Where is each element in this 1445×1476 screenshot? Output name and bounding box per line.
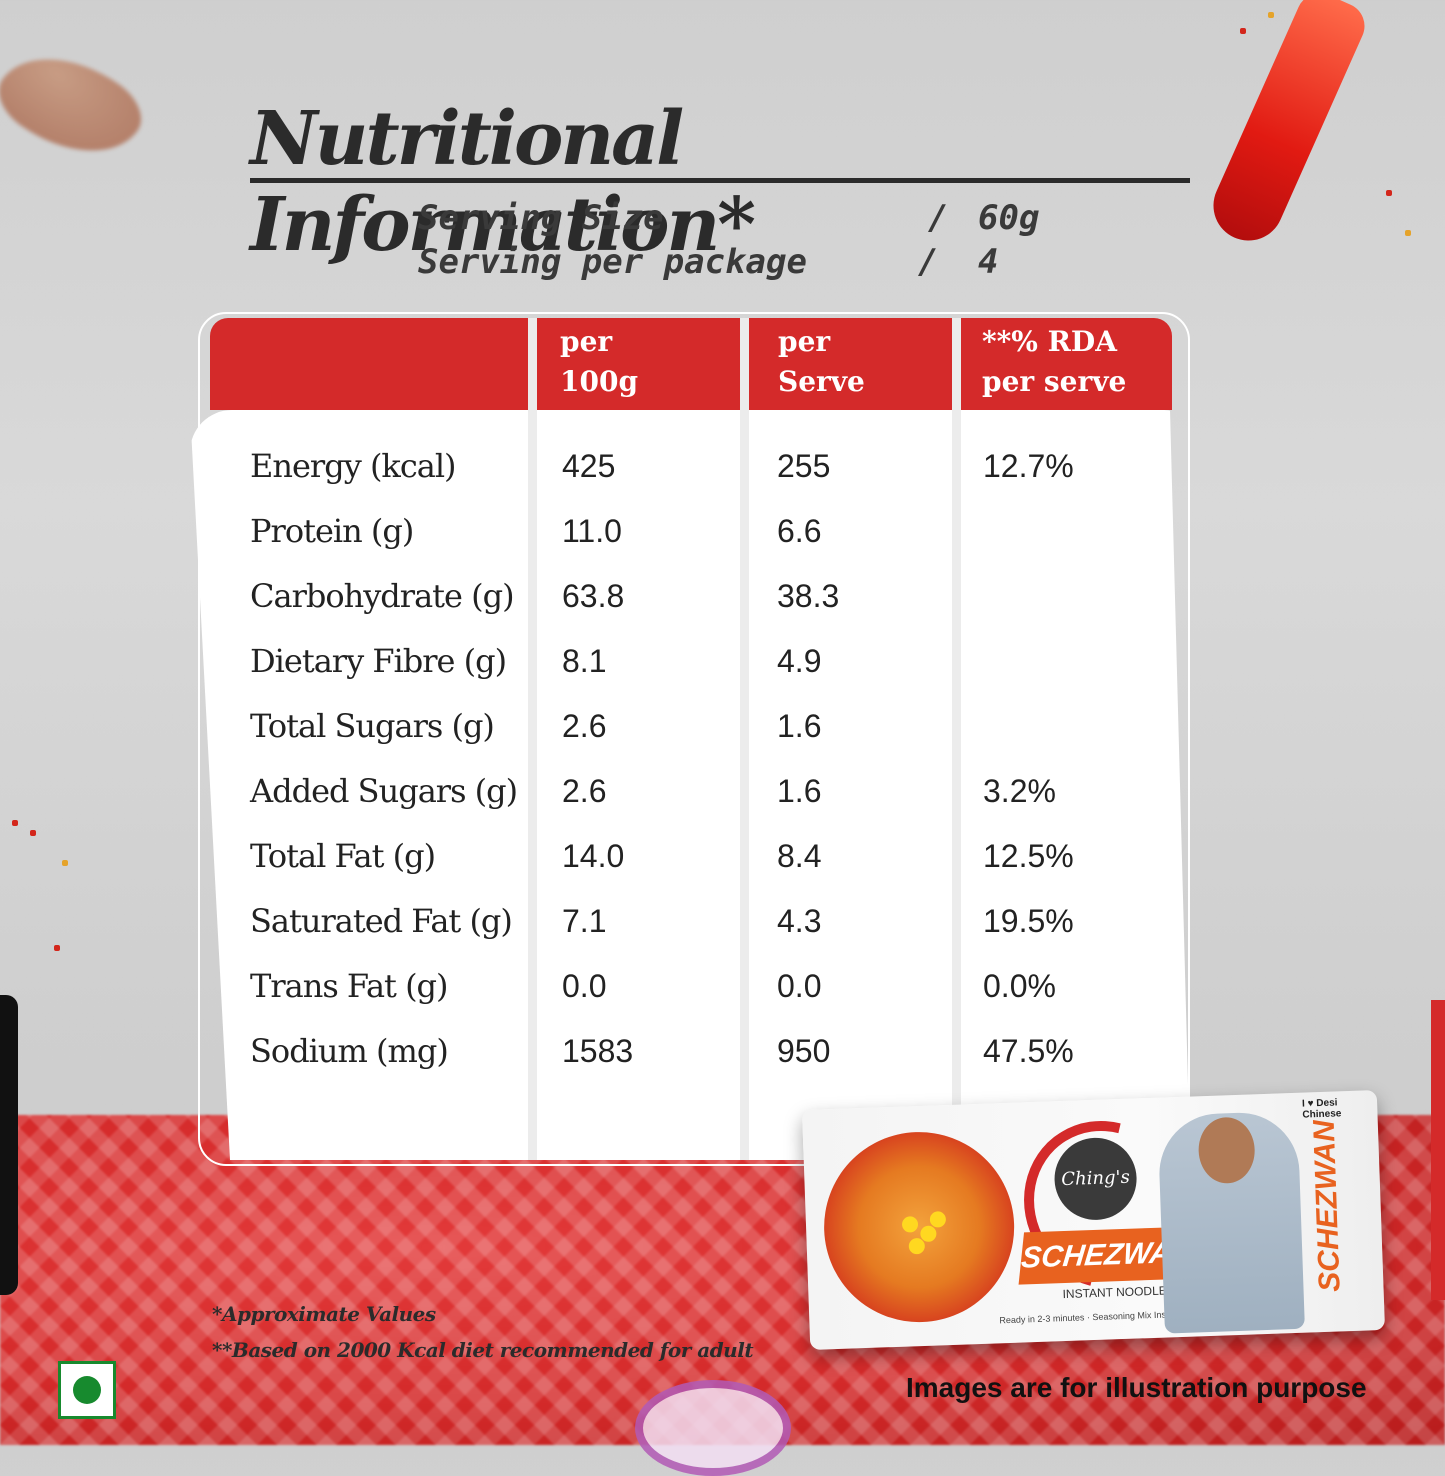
serving-size-value: 60g xyxy=(978,198,1040,238)
serving-size-label: Serving Size xyxy=(418,198,664,238)
value-per-serve: 38.3 xyxy=(777,578,840,614)
value-rda: 0.0% xyxy=(983,968,1056,1004)
value-per-serve: 4.3 xyxy=(777,903,822,939)
veg-dot xyxy=(73,1376,101,1404)
value-per-100g: 11.0 xyxy=(562,513,622,549)
value-per-100g: 2.6 xyxy=(562,773,607,809)
value-per-serve: 950 xyxy=(777,1033,831,1069)
servings-per-package-row: Serving per package / 4 xyxy=(418,240,1118,284)
table-row: Carbohydrate (g) 63.8 38.3 xyxy=(250,566,1190,626)
page-title: Nutritional Information* xyxy=(250,96,756,268)
table-row: Energy (kcal) 425 255 12.7% xyxy=(250,436,1190,496)
table-row: Protein (g) 11.0 6.6 xyxy=(250,501,1190,561)
value-per-serve: 4.9 xyxy=(777,643,822,679)
noodle-bowl-illustration xyxy=(820,1128,1018,1326)
vegetarian-mark-icon xyxy=(58,1361,116,1419)
column-divider xyxy=(740,318,749,1160)
nutrient-name: Energy (kcal) xyxy=(250,447,457,485)
package-features: Ready in 2-3 minutes · Seasoning Mix Ins… xyxy=(999,1309,1179,1326)
table-outline xyxy=(198,312,1190,1166)
right-edge-stripe xyxy=(1431,1000,1445,1300)
header-per-serve: per Serve xyxy=(778,325,865,398)
table-row: Dietary Fibre (g) 8.1 4.9 xyxy=(250,631,1190,691)
illustration-disclaimer: Images are for illustration purpose xyxy=(906,1372,1367,1403)
separator: / xyxy=(918,242,939,282)
value-per-serve: 0.0 xyxy=(777,968,822,1004)
value-per-serve: 6.6 xyxy=(777,513,822,549)
table-row: Saturated Fat (g) 7.1 4.3 19.5% xyxy=(250,891,1190,951)
value-per-serve: 1.6 xyxy=(777,773,822,809)
chili-flake xyxy=(1268,12,1274,18)
table-header xyxy=(210,318,1172,410)
servings-per-package-label: Serving per package xyxy=(418,242,807,282)
table-row: Total Sugars (g) 2.6 1.6 xyxy=(250,696,1190,756)
table-row: Added Sugars (g) 2.6 1.6 3.2% xyxy=(250,761,1190,821)
footnote-approximate: *Approximate Values xyxy=(212,1302,436,1326)
table-body xyxy=(190,410,1190,1160)
value-per-100g: 425 xyxy=(562,448,616,484)
nutrient-name: Saturated Fat (g) xyxy=(250,902,513,940)
table-row: Trans Fat (g) 0.0 0.0 0.0% xyxy=(250,956,1190,1016)
chili-flake xyxy=(62,860,68,866)
value-rda: 12.7% xyxy=(983,448,1074,484)
value-rda: 19.5% xyxy=(983,903,1074,939)
title-underline xyxy=(250,178,1190,183)
value-per-100g: 2.6 xyxy=(562,708,607,744)
blurred-garlic-decoration xyxy=(0,27,154,183)
nutrient-name: Protein (g) xyxy=(250,512,414,550)
value-rda: 12.5% xyxy=(983,838,1074,874)
chili-flake xyxy=(30,830,36,836)
header-rda-per-serve: **% RDA per serve xyxy=(982,325,1127,398)
separator: / xyxy=(928,198,949,238)
desi-chinese-tag: I ♥ Desi Chinese xyxy=(1301,1097,1342,1121)
value-per-100g: 63.8 xyxy=(562,578,625,614)
value-per-serve: 8.4 xyxy=(777,838,822,874)
red-chili-decoration xyxy=(1202,0,1372,252)
column-divider xyxy=(528,318,537,1160)
value-per-100g: 7.1 xyxy=(562,903,607,939)
chili-flake xyxy=(1386,190,1392,196)
chili-flake xyxy=(1405,230,1411,236)
nutrient-name: Total Fat (g) xyxy=(250,837,436,875)
footnote-rda-basis: **Based on 2000 Kcal diet recommended fo… xyxy=(212,1338,754,1362)
nutrient-name: Carbohydrate (g) xyxy=(250,577,515,615)
value-per-100g: 14.0 xyxy=(562,838,625,874)
serving-size-row: Serving Size / 60g xyxy=(418,196,1118,240)
chili-flake xyxy=(1240,28,1246,34)
value-per-100g: 1583 xyxy=(562,1033,634,1069)
product-type: INSTANT NOODLES xyxy=(1062,1283,1175,1302)
value-rda: 3.2% xyxy=(983,773,1056,809)
left-edge-stripe xyxy=(0,995,18,1295)
nutrient-name: Dietary Fibre (g) xyxy=(250,642,507,680)
value-per-serve: 255 xyxy=(777,448,831,484)
chili-flake xyxy=(12,820,18,826)
value-per-100g: 8.1 xyxy=(562,643,607,679)
column-divider xyxy=(952,318,961,1160)
value-per-serve: 1.6 xyxy=(777,708,822,744)
blurred-onion-decoration xyxy=(635,1380,791,1476)
nutrition-table: per 100g per Serve **% RDA per serve Ene… xyxy=(190,318,1210,1160)
noodle-package-image: Ching's SCHEZWAN INSTANT NOODLES Ready i… xyxy=(801,1090,1386,1350)
table-row: Sodium (mg) 1583 950 47.5% xyxy=(250,1021,1190,1081)
nutrient-name: Total Sugars (g) xyxy=(250,707,495,745)
header-per-100g: per 100g xyxy=(560,325,639,398)
nutrient-name: Sodium (mg) xyxy=(250,1032,449,1070)
value-rda: 47.5% xyxy=(983,1033,1074,1069)
servings-per-package-value: 4 xyxy=(978,242,999,282)
table-row: Total Fat (g) 14.0 8.4 12.5% xyxy=(250,826,1190,886)
nutrient-name: Added Sugars (g) xyxy=(250,772,518,810)
value-per-100g: 0.0 xyxy=(562,968,607,1004)
vertical-flavour-label: SCHEZWAN xyxy=(1307,1119,1347,1293)
nutrient-name: Trans Fat (g) xyxy=(250,967,449,1005)
chili-flake xyxy=(54,945,60,951)
flavour-badge: SCHEZWAN xyxy=(1018,1227,1195,1285)
